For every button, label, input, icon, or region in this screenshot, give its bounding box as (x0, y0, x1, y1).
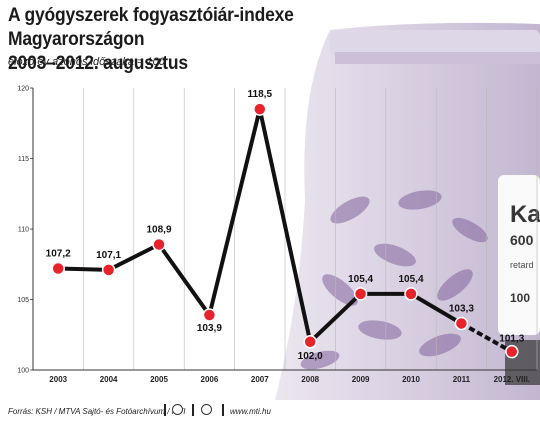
data-point (51, 261, 65, 276)
jar-label-text-2: 600 (510, 232, 534, 248)
x-tick-label: 2007 (251, 375, 269, 384)
chart-grid (32, 88, 538, 370)
data-point (303, 335, 317, 349)
mti-logo-icon (201, 404, 212, 415)
data-point (152, 237, 166, 252)
data-label: 118,5 (248, 89, 273, 100)
jar-label-text-3: retard (510, 260, 534, 270)
data-label: 103,9 (197, 323, 222, 334)
data-point (101, 263, 116, 277)
pill-jar-photo: Kal 600 retard 100 (275, 22, 540, 400)
source-text: Forrás: KSH / MTVA Sajtó- és Fotóarchívu… (8, 407, 186, 416)
footer-separator (192, 404, 194, 416)
x-tick-label: 2006 (201, 375, 219, 384)
page-title: A gyógyszerek fogyasztóiár-indexe Magyar… (8, 4, 413, 76)
data-label: 105,4 (398, 274, 423, 285)
chart-subtitle: előző év azonos időszaka = 100 (8, 56, 165, 68)
y-tick-label: 105 (17, 297, 29, 304)
x-tick-label: 2003 (49, 375, 67, 384)
x-tick-label: 2011 (453, 375, 471, 384)
data-label: 107,2 (46, 248, 71, 259)
title-line-1: A gyógyszerek fogyasztóiár-indexe Magyar… (8, 5, 294, 50)
data-point (454, 316, 469, 331)
x-tick-label: 2005 (150, 375, 168, 384)
chart-points (51, 102, 519, 359)
data-label: 107,1 (96, 250, 121, 261)
footer-separator (164, 404, 166, 416)
data-point (353, 287, 368, 301)
chart-axis: 100 105 110 115 120 2003 2004 2005 2006 2007 2008 2… (17, 86, 537, 384)
data-label: 101,3 (499, 334, 524, 345)
x-tick-label: 2009 (352, 375, 370, 384)
jar-label-text-4: 100 (510, 291, 530, 305)
chart-labels: 107,2 107,1 108,9 103,9 118,5 102,0 105,4 105,4… (46, 89, 525, 362)
y-tick-label: 110 (18, 227, 29, 234)
data-point (253, 102, 267, 116)
data-label: 108,9 (146, 225, 171, 236)
footer-separator (222, 404, 224, 416)
x-tick-label: 2012. VIII. (494, 375, 530, 384)
y-tick-label: 115 (18, 156, 29, 163)
jar-label-text-1: Kal (510, 201, 540, 228)
data-point (404, 287, 418, 301)
x-tick-label: 2008 (301, 375, 319, 384)
data-label: 103,3 (449, 303, 474, 314)
mtva-logo-icon (172, 404, 183, 415)
x-tick-label: 2004 (100, 375, 118, 384)
y-tick-label: 120 (17, 86, 29, 93)
website-text: www.mti.hu (230, 407, 271, 416)
data-point (505, 344, 519, 359)
data-label: 105,4 (348, 274, 373, 285)
data-label: 102,0 (298, 351, 323, 362)
title-line-2: 2003–2012. augusztus (8, 53, 188, 74)
series-line-dashed (460, 321, 513, 354)
x-tick-label: 2010 (402, 375, 420, 384)
y-tick-label: 100 (17, 368, 29, 375)
data-point (202, 308, 217, 322)
footer: Forrás: KSH / MTVA Sajtó- és Fotóarchívu… (8, 404, 533, 418)
